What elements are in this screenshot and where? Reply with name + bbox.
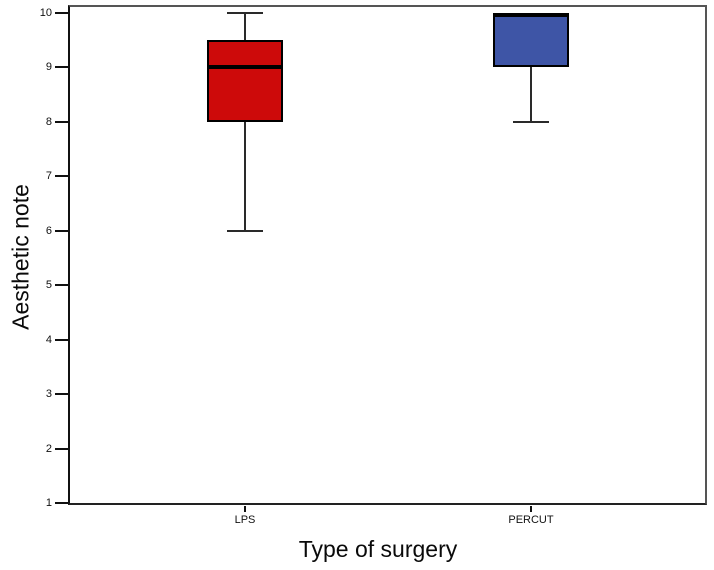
y-tick-label: 2 — [45, 442, 52, 455]
y-tick-label: 1 — [45, 497, 52, 509]
x-tick-label-percut: PERCUT — [508, 514, 554, 526]
box-lps — [207, 40, 283, 122]
y-tick-label: 7 — [45, 170, 52, 183]
box-percut — [493, 13, 569, 68]
x-axis-title: Type of surgery — [298, 536, 458, 562]
y-tick-label: 3 — [45, 388, 52, 401]
y-tick-label: 9 — [45, 61, 52, 74]
x-tick-label-lps: LPS — [234, 514, 256, 526]
upper-whisker-lps — [244, 13, 246, 41]
lower-whisker-cap-lps — [227, 229, 263, 232]
y-tick — [55, 12, 68, 14]
y-tick — [55, 175, 68, 178]
y-tick — [55, 502, 68, 504]
lower-whisker-lps — [244, 121, 246, 231]
y-tick-label: 5 — [45, 279, 52, 292]
x-tick — [244, 506, 246, 512]
y-tick — [55, 66, 68, 69]
y-tick — [55, 393, 68, 396]
y-axis-title: Aesthetic note — [7, 184, 34, 330]
y-tick-label: 4 — [45, 333, 52, 346]
upper-whisker-cap-lps — [227, 12, 263, 14]
plot-frame — [68, 5, 707, 505]
y-tick — [55, 338, 68, 341]
y-tick-label: 8 — [45, 115, 52, 128]
median-line-percut — [495, 13, 567, 17]
median-line-lps — [209, 65, 281, 70]
y-tick — [55, 284, 68, 287]
y-tick — [55, 447, 68, 450]
x-tick — [530, 506, 532, 512]
y-tick — [55, 120, 68, 123]
y-tick-label: 6 — [45, 224, 52, 237]
y-tick-label: 10 — [39, 7, 52, 19]
lower-whisker-percut — [530, 67, 532, 122]
lower-whisker-cap-percut — [513, 120, 549, 123]
y-tick — [55, 229, 68, 232]
